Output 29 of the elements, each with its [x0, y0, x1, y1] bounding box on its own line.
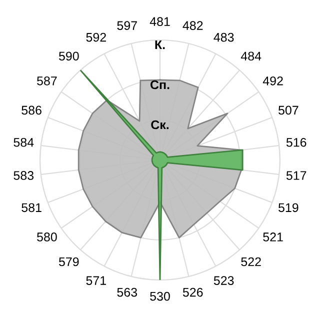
spoke-label: 492: [262, 76, 283, 86]
spoke-label: 597: [117, 21, 137, 30]
spoke-label: 521: [263, 232, 283, 242]
spoke-label: 530: [150, 292, 170, 301]
spoke-label: 484: [240, 52, 262, 61]
spoke-label: 483: [214, 32, 234, 42]
spoke-label: 587: [37, 76, 57, 86]
spoke-label: 584: [14, 138, 34, 147]
spoke-label: 580: [37, 232, 57, 242]
spoke-label: 571: [86, 276, 106, 285]
spoke-label: 586: [22, 106, 42, 115]
y-tick-label: К.: [155, 40, 165, 50]
spoke-label: 482: [182, 21, 203, 30]
y-tick-label: Ск.: [151, 120, 169, 130]
spoke-label: 579: [58, 257, 79, 266]
spoke-label: 523: [214, 276, 234, 285]
spoke-label: 581: [22, 203, 42, 212]
spoke-label: 583: [14, 171, 34, 180]
spoke-label: 590: [58, 52, 79, 61]
spoke-label: 481: [150, 17, 170, 26]
spoke-label: 507: [278, 106, 298, 115]
spoke-label: 516: [286, 138, 306, 147]
spoke-label: 517: [286, 171, 306, 180]
spoke-label: 592: [86, 32, 106, 42]
spoke-label: 526: [182, 288, 203, 297]
spoke-label: 519: [278, 203, 298, 212]
spoke-label: 522: [241, 257, 261, 266]
spoke-label: 563: [117, 288, 138, 297]
y-tick-label: Сп.: [150, 80, 170, 90]
